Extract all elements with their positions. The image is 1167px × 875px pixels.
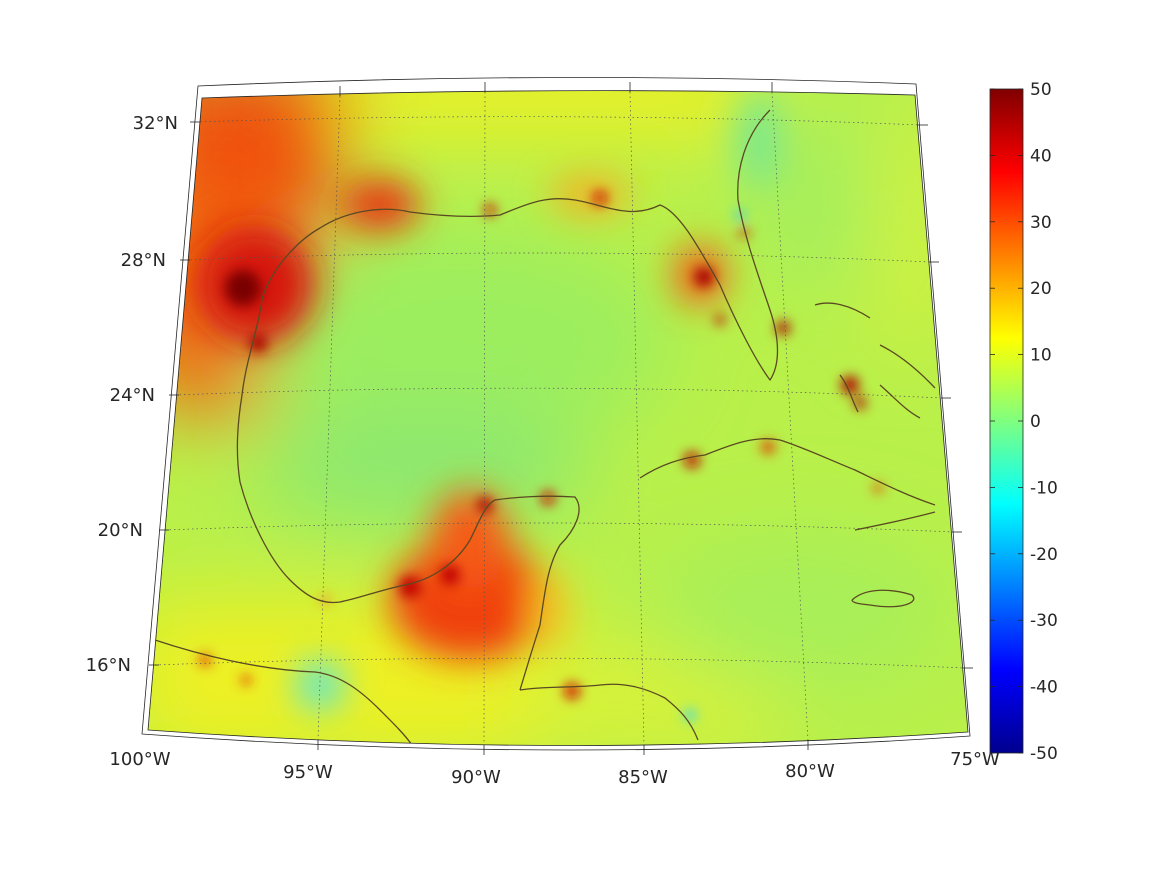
colorbar-tick-label: 30: [1030, 213, 1052, 233]
lat-label-24: 24°N: [110, 385, 155, 406]
latitude-labels: 32°N 28°N 24°N 20°N 16°N: [86, 113, 178, 676]
lat-label-20: 20°N: [98, 520, 143, 541]
lon-label-95w: 95°W: [283, 762, 333, 783]
lat-label-28: 28°N: [121, 250, 166, 271]
graticule: [148, 91, 966, 746]
lon-label-90w: 90°W: [451, 767, 501, 788]
colorbar-tick-label: 10: [1030, 346, 1052, 366]
anomaly-field: [148, 90, 968, 746]
colorbar: 50 40 30 20 10 0 -10 -20 -30 -40 -50: [989, 80, 1058, 764]
colorbar-tick-label: -20: [1030, 545, 1058, 565]
lon-label-85w: 85°W: [618, 767, 668, 788]
lat-label-16: 16°N: [86, 655, 131, 676]
map-frame: [141, 77, 971, 751]
lon-label-80w: 80°W: [785, 761, 835, 782]
lon-label-100w: 100°W: [109, 749, 170, 770]
longitude-labels: 100°W 95°W 90°W 85°W 80°W 75°W: [109, 749, 1000, 788]
colorbar-tick-label: -30: [1030, 611, 1058, 631]
colorbar-tick-label: 20: [1030, 279, 1052, 299]
colorbar-tick-label: -50: [1030, 744, 1058, 764]
lon-label-75w: 75°W: [950, 749, 1000, 770]
colorbar-tick-label: 50: [1030, 80, 1052, 100]
colorbar-tick-label: 40: [1030, 146, 1052, 166]
colorbar-tick-label: -40: [1030, 678, 1058, 698]
coastlines: [154, 109, 936, 746]
colorbar-tick-label: -10: [1030, 478, 1058, 498]
map-ticks: [149, 82, 973, 755]
lat-label-32: 32°N: [133, 113, 178, 134]
colorbar-tick-label: 0: [1030, 412, 1041, 432]
